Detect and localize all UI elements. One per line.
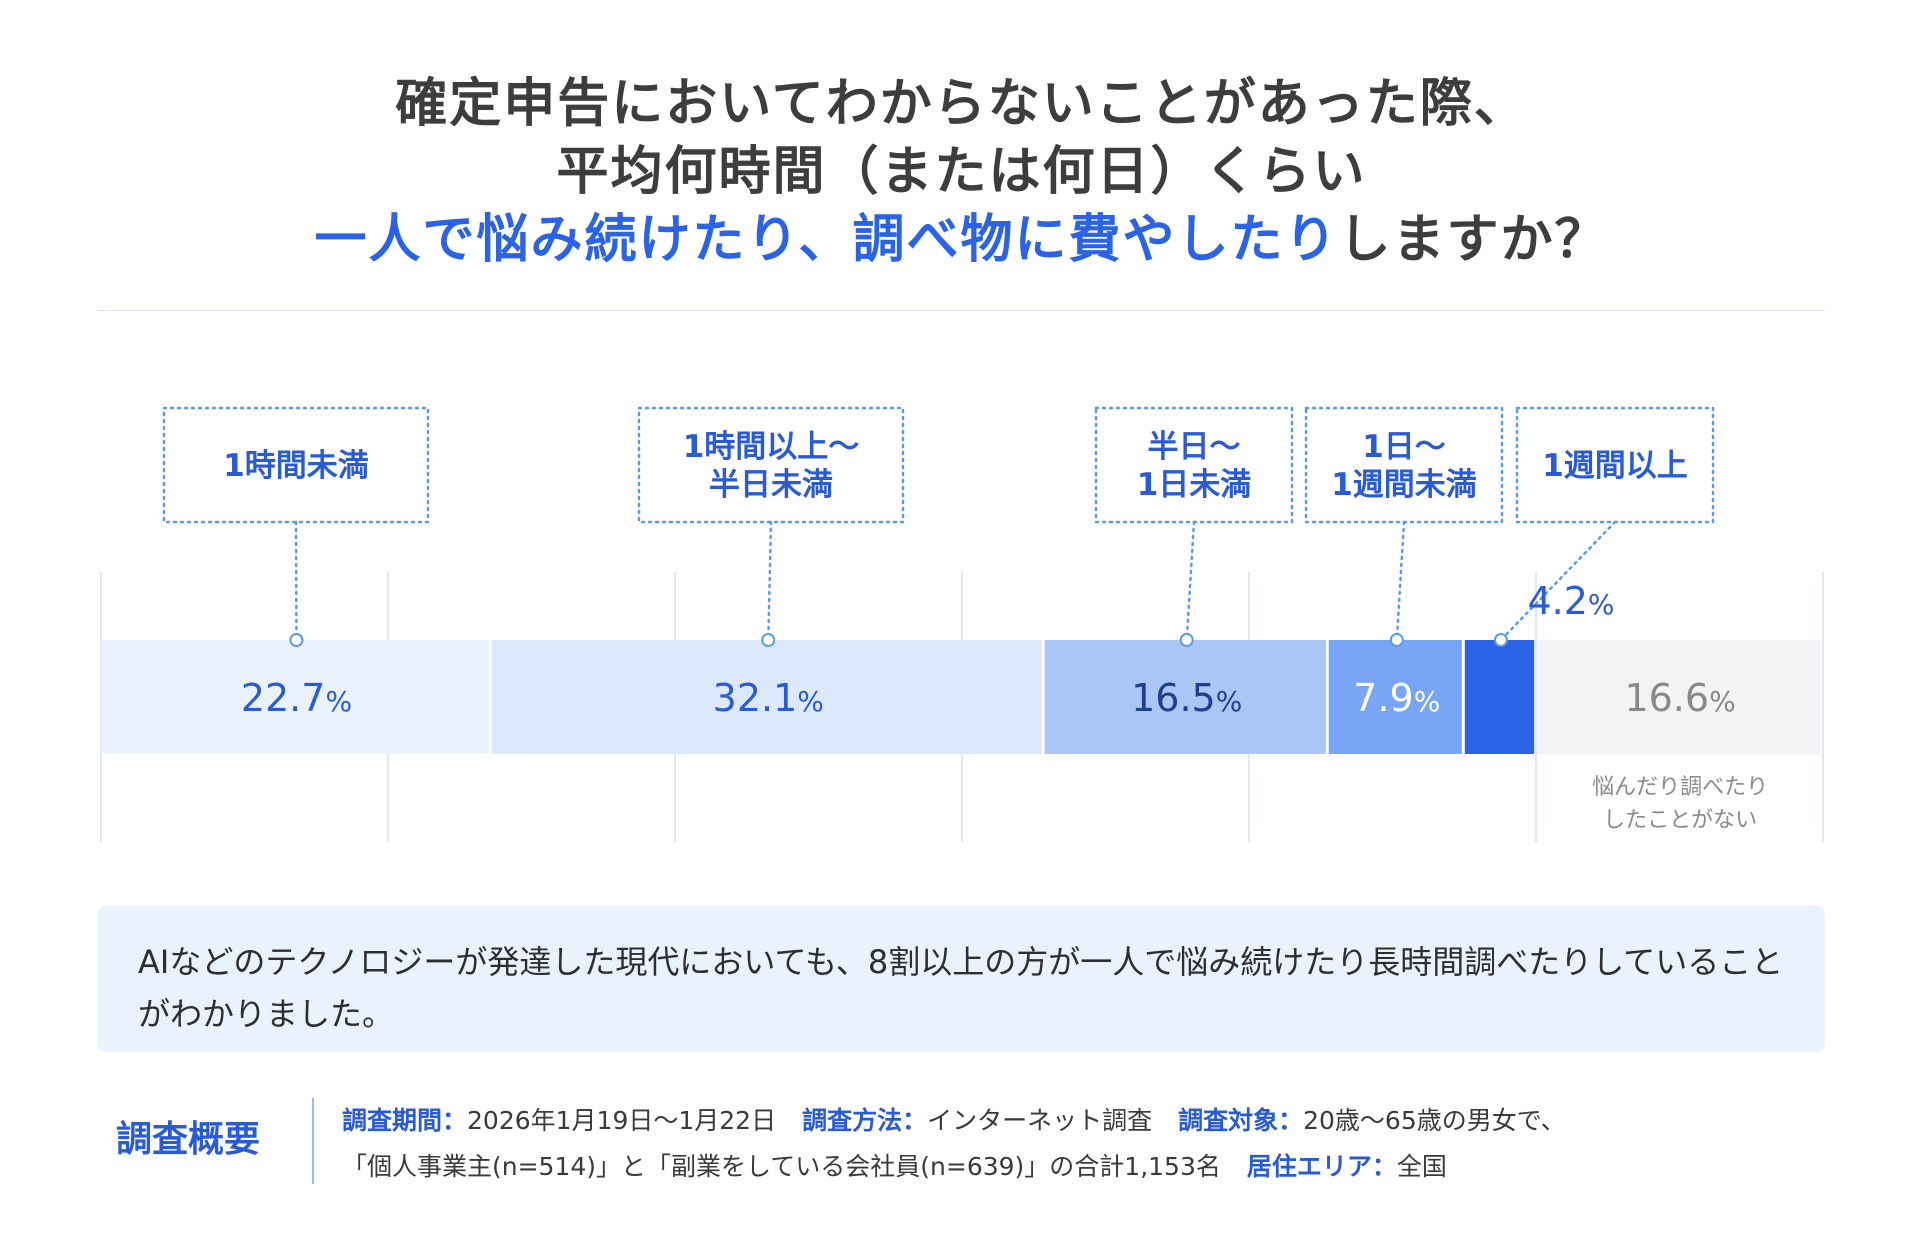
data-label: 7.9% <box>1353 676 1440 720</box>
survey-line-1: 調査期間：2026年1月19日〜1月22日 調査方法：インターネット調査 調査対象：… <box>342 1098 1842 1144</box>
callout-label: 1週間未満 <box>1331 467 1477 503</box>
survey-divider <box>312 1098 314 1184</box>
callout-label: 1週間以上 <box>1542 448 1688 484</box>
title-line-3-rest: しますか？ <box>1338 210 1609 270</box>
segment-caption: 悩んだり調べたり <box>1592 775 1768 800</box>
survey-target-1: 20歳〜65歳の男女で、 <box>1303 1106 1566 1135</box>
title-line-1: 確定申告においてわからないことがあった際、 <box>395 74 1528 134</box>
leader-line <box>1499 520 1617 642</box>
survey-method: インターネット調査 <box>927 1106 1153 1135</box>
leader-dot <box>1493 633 1508 647</box>
callout-label: 1時間未満 <box>223 448 369 484</box>
survey-target-label: 調査対象： <box>1178 1106 1304 1135</box>
survey-method-label: 調査方法： <box>802 1106 928 1135</box>
survey-line-2: 「個人事業主(n=514)」と「副業をしている会社員(n=639)」の合計1,1… <box>342 1144 1842 1190</box>
callout-box <box>1515 406 1715 524</box>
data-label: 16.5% <box>1131 676 1242 720</box>
survey-details: 調査期間：2026年1月19日〜1月22日 調査方法：インターネット調査 調査対象：… <box>342 1098 1842 1190</box>
callout-label: 半日〜 <box>1148 429 1241 465</box>
summary-box: AIなどのテクノロジーが発達した現代においても、8割以上の方が一人で悩み続けたり… <box>98 906 1825 1052</box>
survey-area-label: 居住エリア： <box>1246 1152 1397 1181</box>
bar-segment <box>491 640 1042 754</box>
callout-box <box>162 406 430 524</box>
callout-box <box>1094 406 1294 524</box>
leader-dot <box>289 633 304 647</box>
bar-segment <box>1044 640 1326 754</box>
data-label: 32.1% <box>713 676 824 720</box>
title-line-2: 平均何時間（または何日）くらい <box>556 142 1367 202</box>
callout-label: 1日〜 <box>1362 429 1446 465</box>
leader-dot <box>761 633 776 647</box>
callout-label: 半日未満 <box>709 467 833 503</box>
callout-label: 1日未満 <box>1137 467 1252 503</box>
bar-segment <box>101 640 489 754</box>
segment-caption: したことがない <box>1603 808 1757 833</box>
survey-heading: 調査概要 <box>115 1119 260 1160</box>
leader-line <box>1185 520 1196 642</box>
data-label: 22.7% <box>241 676 352 720</box>
data-label: 16.6% <box>1624 676 1735 720</box>
survey-period-label: 調査期間： <box>342 1106 468 1135</box>
data-label: 4.2% <box>1527 579 1614 623</box>
leader-line <box>1395 520 1406 642</box>
leader-line <box>767 520 773 642</box>
callout-box <box>1304 406 1504 524</box>
chart-title: 確定申告においてわからないことがあった際、 平均何時間（または何日）くらい 一人… <box>0 70 1923 274</box>
title-highlight: 一人で悩み続けたり、調べ物に費やしたり <box>314 210 1339 270</box>
leader-dot <box>1179 633 1194 647</box>
title-line-3: 一人で悩み続けたり、調べ物に費やしたりしますか？ <box>0 206 1923 274</box>
summary-text: AIなどのテクノロジーが発達した現代においても、8割以上の方が一人で悩み続けたり… <box>138 943 1784 1033</box>
survey-period: 2026年1月19日〜1月22日 <box>467 1106 777 1135</box>
bar-segment <box>1464 640 1535 754</box>
title-divider <box>98 310 1825 311</box>
survey-target-2: 「個人事業主(n=514)」と「副業をしている会社員(n=639)」の合計1,1… <box>342 1152 1221 1181</box>
stacked-bar-chart: 1時間未満 22.7% 1時間以上〜半日未満 32.1% 半日〜1日未満 16.5% 1日〜… <box>100 406 1824 842</box>
leader-dot <box>1389 633 1404 647</box>
callout-box <box>637 406 905 524</box>
survey-area: 全国 <box>1396 1152 1447 1181</box>
callout-label: 1時間以上〜 <box>683 429 860 465</box>
bar-segment <box>1537 640 1820 754</box>
bar-segment <box>1328 640 1462 754</box>
